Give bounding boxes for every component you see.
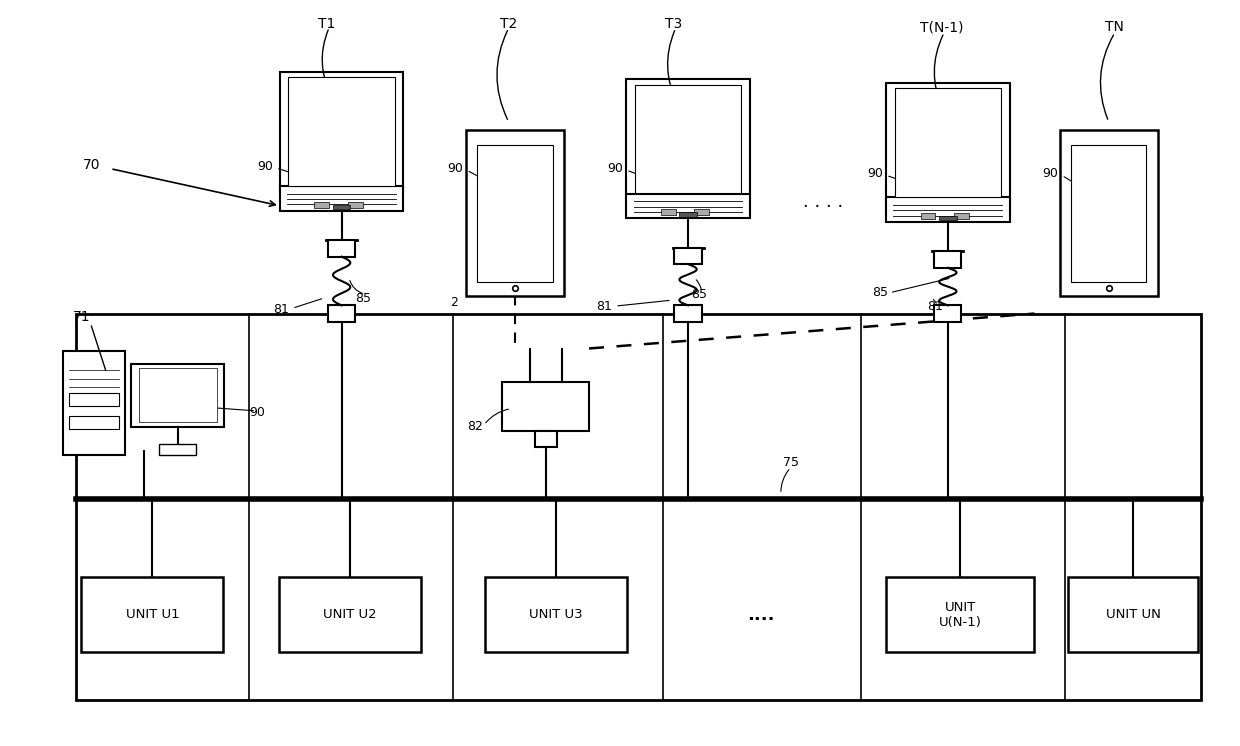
- FancyBboxPatch shape: [934, 251, 961, 268]
- FancyBboxPatch shape: [63, 351, 125, 455]
- FancyBboxPatch shape: [887, 577, 1034, 652]
- Text: 85: 85: [872, 286, 888, 299]
- FancyBboxPatch shape: [680, 212, 697, 216]
- FancyBboxPatch shape: [675, 305, 702, 322]
- Text: 75: 75: [782, 456, 799, 468]
- FancyBboxPatch shape: [1069, 577, 1198, 652]
- Text: 85: 85: [691, 289, 707, 301]
- FancyBboxPatch shape: [485, 577, 626, 652]
- FancyBboxPatch shape: [81, 577, 223, 652]
- FancyBboxPatch shape: [280, 186, 403, 210]
- FancyBboxPatch shape: [280, 72, 403, 191]
- Text: T3: T3: [665, 16, 682, 31]
- FancyBboxPatch shape: [279, 577, 422, 652]
- FancyBboxPatch shape: [315, 201, 330, 207]
- FancyBboxPatch shape: [502, 382, 589, 430]
- FancyBboxPatch shape: [694, 209, 709, 215]
- FancyBboxPatch shape: [477, 145, 553, 281]
- Text: ....: ....: [748, 606, 775, 624]
- Text: UNIT UN: UNIT UN: [1106, 608, 1161, 621]
- FancyBboxPatch shape: [347, 201, 362, 207]
- FancyBboxPatch shape: [934, 305, 961, 322]
- FancyBboxPatch shape: [920, 213, 935, 219]
- FancyBboxPatch shape: [159, 444, 196, 455]
- FancyBboxPatch shape: [534, 430, 557, 447]
- Text: 90: 90: [608, 162, 622, 175]
- Text: T2: T2: [500, 16, 517, 31]
- Text: 71: 71: [73, 310, 91, 325]
- FancyBboxPatch shape: [887, 197, 1009, 222]
- Text: 85: 85: [355, 292, 371, 305]
- FancyBboxPatch shape: [334, 204, 350, 209]
- FancyBboxPatch shape: [1060, 130, 1158, 296]
- FancyBboxPatch shape: [1071, 145, 1147, 281]
- FancyBboxPatch shape: [626, 79, 750, 198]
- FancyBboxPatch shape: [329, 305, 355, 322]
- Text: 81: 81: [928, 300, 944, 313]
- FancyBboxPatch shape: [76, 313, 1202, 700]
- FancyBboxPatch shape: [329, 240, 355, 257]
- FancyBboxPatch shape: [675, 248, 702, 264]
- FancyBboxPatch shape: [131, 364, 224, 427]
- Text: UNIT U1: UNIT U1: [125, 608, 179, 621]
- Text: 90: 90: [249, 406, 265, 419]
- Text: 82: 82: [467, 420, 484, 433]
- Text: T1: T1: [319, 16, 336, 31]
- FancyBboxPatch shape: [626, 193, 750, 218]
- Text: UNIT U2: UNIT U2: [324, 608, 377, 621]
- Text: 2: 2: [450, 296, 458, 309]
- Text: 90: 90: [257, 160, 273, 173]
- FancyBboxPatch shape: [661, 209, 676, 215]
- Text: 90: 90: [867, 167, 883, 181]
- FancyBboxPatch shape: [69, 393, 119, 406]
- Text: 81: 81: [596, 300, 611, 313]
- Text: 70: 70: [83, 158, 100, 172]
- Text: UNIT
U(N-1): UNIT U(N-1): [939, 601, 982, 629]
- FancyBboxPatch shape: [139, 369, 217, 422]
- Text: TN: TN: [1105, 20, 1125, 34]
- FancyBboxPatch shape: [887, 83, 1009, 202]
- FancyBboxPatch shape: [635, 84, 742, 193]
- Text: 90: 90: [1043, 167, 1059, 181]
- FancyBboxPatch shape: [895, 88, 1001, 197]
- FancyBboxPatch shape: [69, 416, 119, 429]
- Text: . . . .: . . . .: [802, 193, 843, 211]
- Text: 90: 90: [448, 162, 464, 175]
- FancyBboxPatch shape: [289, 77, 394, 186]
- FancyBboxPatch shape: [939, 216, 956, 220]
- Text: 81: 81: [273, 304, 289, 316]
- FancyBboxPatch shape: [954, 213, 968, 219]
- Text: T(N-1): T(N-1): [920, 20, 963, 34]
- FancyBboxPatch shape: [466, 130, 564, 296]
- Text: UNIT U3: UNIT U3: [528, 608, 583, 621]
